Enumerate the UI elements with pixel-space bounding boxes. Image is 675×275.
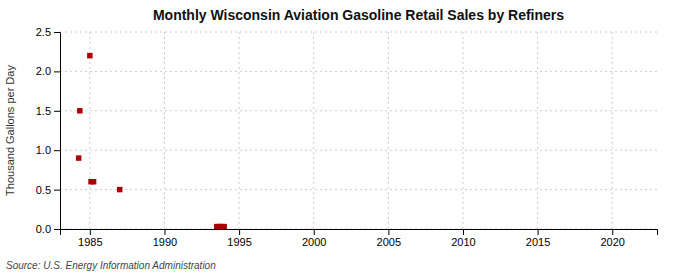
- plot: 1985 1990 1995 2000 2005 2010 2015 2020 0.0 0.5 1.…: [36, 26, 658, 248]
- x-axis-tick-label: 1990: [153, 236, 177, 248]
- x-axis-tick-label: 1995: [227, 236, 251, 248]
- point: [91, 179, 96, 184]
- grid-line-x: [89, 32, 90, 229]
- x-axis-tick: 1995: [227, 229, 251, 248]
- grid-line-x: [388, 32, 389, 229]
- source: Source: U.S. Energy Information Administ…: [6, 260, 216, 271]
- x-axis: 1985 1990 1995 2000 2005 2010 2015 2020: [61, 229, 658, 248]
- grid-line-x: [462, 32, 463, 229]
- y-axis-tick-label: 0.5: [36, 184, 51, 196]
- y-axis-tick-label: 2.5: [36, 26, 51, 38]
- y-axis-tick: 2.0: [36, 65, 60, 77]
- x-axis-tick-mark: [388, 229, 389, 235]
- grid-line-x: [537, 32, 538, 229]
- grid-line-y: [60, 150, 657, 151]
- x-axis-tick: 2005: [377, 229, 401, 248]
- point: [221, 224, 226, 229]
- x-axis-tick-mark: [314, 229, 315, 235]
- y-axis-tick-mark: [54, 190, 60, 191]
- point: [87, 53, 92, 58]
- grid: [60, 32, 657, 229]
- grid-line-y: [60, 71, 657, 72]
- point: [76, 155, 81, 160]
- x-axis-tick: 2020: [600, 229, 624, 248]
- x-axis-tick-mark: [612, 229, 613, 235]
- y-axis: 0.0 0.5 1.0 1.5 2.0 2.5: [36, 26, 61, 235]
- point: [117, 187, 122, 192]
- y-axis-title: Thousand Gallons per Day: [4, 65, 16, 196]
- x-axis-tick: 1985: [78, 229, 102, 248]
- x-axis-tick: 2015: [526, 229, 550, 248]
- y-axis-tick: 0.5: [36, 184, 60, 196]
- x-axis-tick-label: 2010: [451, 236, 475, 248]
- x-axis-tick-label: 2020: [600, 236, 624, 248]
- x-axis-tick: 2010: [451, 229, 475, 248]
- x-axis-tick-mark: [239, 229, 240, 235]
- grid-line-x: [612, 32, 613, 229]
- y-axis-tick-mark: [54, 150, 60, 151]
- chart: 1985 1990 1995 2000 2005 2010 2015 2020 0.0 0.5 1.…: [0, 0, 675, 275]
- y-axis-tick-mark: [54, 71, 60, 72]
- x-axis-tick-label: 2015: [526, 236, 550, 248]
- x-axis-tick-mark: [164, 229, 165, 235]
- x-axis-tick-mark: [538, 229, 539, 235]
- x-axis-tick: 2000: [302, 229, 326, 248]
- x-axis-tick-label: 1985: [78, 236, 102, 248]
- grid-line-y: [60, 110, 657, 111]
- y-axis-tick-label: 1.0: [36, 144, 51, 156]
- x-axis-tick-label: 2000: [302, 236, 326, 248]
- x-axis-tick: 1990: [153, 229, 177, 248]
- y-axis-line: [54, 33, 61, 230]
- x-axis-tick-mark: [90, 229, 91, 235]
- y-axis-tick: 1.5: [36, 105, 60, 117]
- grid-line-x: [313, 32, 314, 229]
- x-axis-tick-label: 2005: [377, 236, 401, 248]
- point: [77, 108, 82, 113]
- grid-line-y: [60, 189, 657, 190]
- y-axis-tick-label: 1.5: [36, 105, 51, 117]
- y-axis-tick-mark: [54, 229, 60, 230]
- grid-line-y: [60, 32, 657, 33]
- grid-line-x: [164, 32, 165, 229]
- y-axis-tick-mark: [54, 111, 60, 112]
- chart-container: 1985 1990 1995 2000 2005 2010 2015 2020 0.0 0.5 1.…: [0, 0, 675, 275]
- y-axis-tick-label: 0.0: [36, 223, 51, 235]
- y-axis-tick-mark: [54, 32, 60, 33]
- y-axis-tick: 1.0: [36, 144, 60, 156]
- y-axis-tick: 0.0: [36, 223, 60, 235]
- y-axis-tick: 2.5: [36, 26, 60, 38]
- grid-line-x: [239, 32, 240, 229]
- x-axis-line: [61, 230, 658, 236]
- title: Monthly Wisconsin Aviation Gasoline Reta…: [153, 7, 564, 23]
- y-axis-tick-label: 2.0: [36, 65, 51, 77]
- points: [76, 53, 227, 229]
- x-axis-tick-mark: [463, 229, 464, 235]
